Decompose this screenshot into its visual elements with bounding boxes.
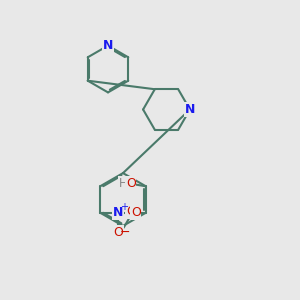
Text: N: N <box>113 206 123 219</box>
Text: O: O <box>131 206 141 219</box>
Text: −: − <box>119 226 130 239</box>
Text: O: O <box>126 205 136 218</box>
Text: H: H <box>118 177 127 190</box>
Text: +: + <box>120 202 128 212</box>
Text: N: N <box>103 39 113 52</box>
Text: N: N <box>185 103 195 116</box>
Text: O: O <box>126 177 136 190</box>
Text: O: O <box>113 226 123 239</box>
